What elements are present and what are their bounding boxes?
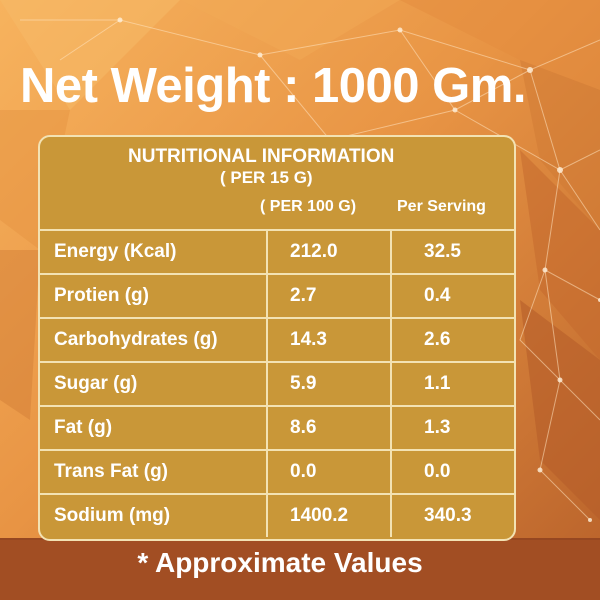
row-label: Carbohydrates (g): [54, 329, 218, 350]
row-label: Sugar (g): [54, 373, 138, 394]
value-per-100g: 1400.2: [266, 495, 390, 537]
value-per-100g: 8.6: [266, 407, 390, 449]
table-row-sugar: Sugar (g) 5.9 1.1: [40, 361, 514, 405]
table-row-protein: Protien (g) 2.7 0.4: [40, 273, 514, 317]
value-per-100g: 14.3: [266, 319, 390, 361]
approximate-values-footnote: * Approximate Values: [137, 547, 423, 578]
table-row-carbohydrates: Carbohydrates (g) 14.3 2.6: [40, 317, 514, 361]
value-per-100g: 0.0: [266, 451, 390, 493]
value-per-serving: 2.6: [390, 319, 514, 361]
value-per-serving: 0.0: [390, 451, 514, 493]
value-per-100g: 212.0: [266, 231, 390, 273]
value-per-100g: 2.7: [266, 275, 390, 317]
row-label: Fat (g): [54, 417, 113, 438]
table-row-trans-fat: Trans Fat (g) 0.0 0.0: [40, 449, 514, 493]
row-label: Trans Fat (g): [54, 461, 169, 482]
value-per-serving: 0.4: [390, 275, 514, 317]
column-header-per-serving: Per Serving: [397, 198, 486, 215]
table-row-fat: Fat (g) 8.6 1.3: [40, 405, 514, 449]
value-per-100g: 5.9: [266, 363, 390, 405]
net-weight-headline: Net Weight : 1000 Gm.: [20, 59, 526, 113]
row-label: Energy (Kcal): [54, 241, 177, 262]
row-label: Sodium (mg): [54, 505, 171, 526]
value-per-serving: 1.3: [390, 407, 514, 449]
table-row-energy: Energy (Kcal) 212.0 32.5: [40, 229, 514, 273]
nutrition-table-header: NUTRITIONAL INFORMATION ( PER 15 G) ( PE…: [40, 137, 514, 229]
value-per-serving: 32.5: [390, 231, 514, 273]
nutrition-table: NUTRITIONAL INFORMATION ( PER 15 G) ( PE…: [38, 135, 516, 541]
table-row-sodium: Sodium (mg) 1400.2 340.3: [40, 493, 514, 537]
value-per-serving: 340.3: [390, 495, 514, 537]
table-title: NUTRITIONAL INFORMATION: [128, 146, 395, 167]
table-subtitle: ( PER 15 G): [220, 168, 313, 187]
value-per-serving: 1.1: [390, 363, 514, 405]
row-label: Protien (g): [54, 285, 149, 306]
column-header-per-100g: ( PER 100 G): [260, 198, 357, 215]
